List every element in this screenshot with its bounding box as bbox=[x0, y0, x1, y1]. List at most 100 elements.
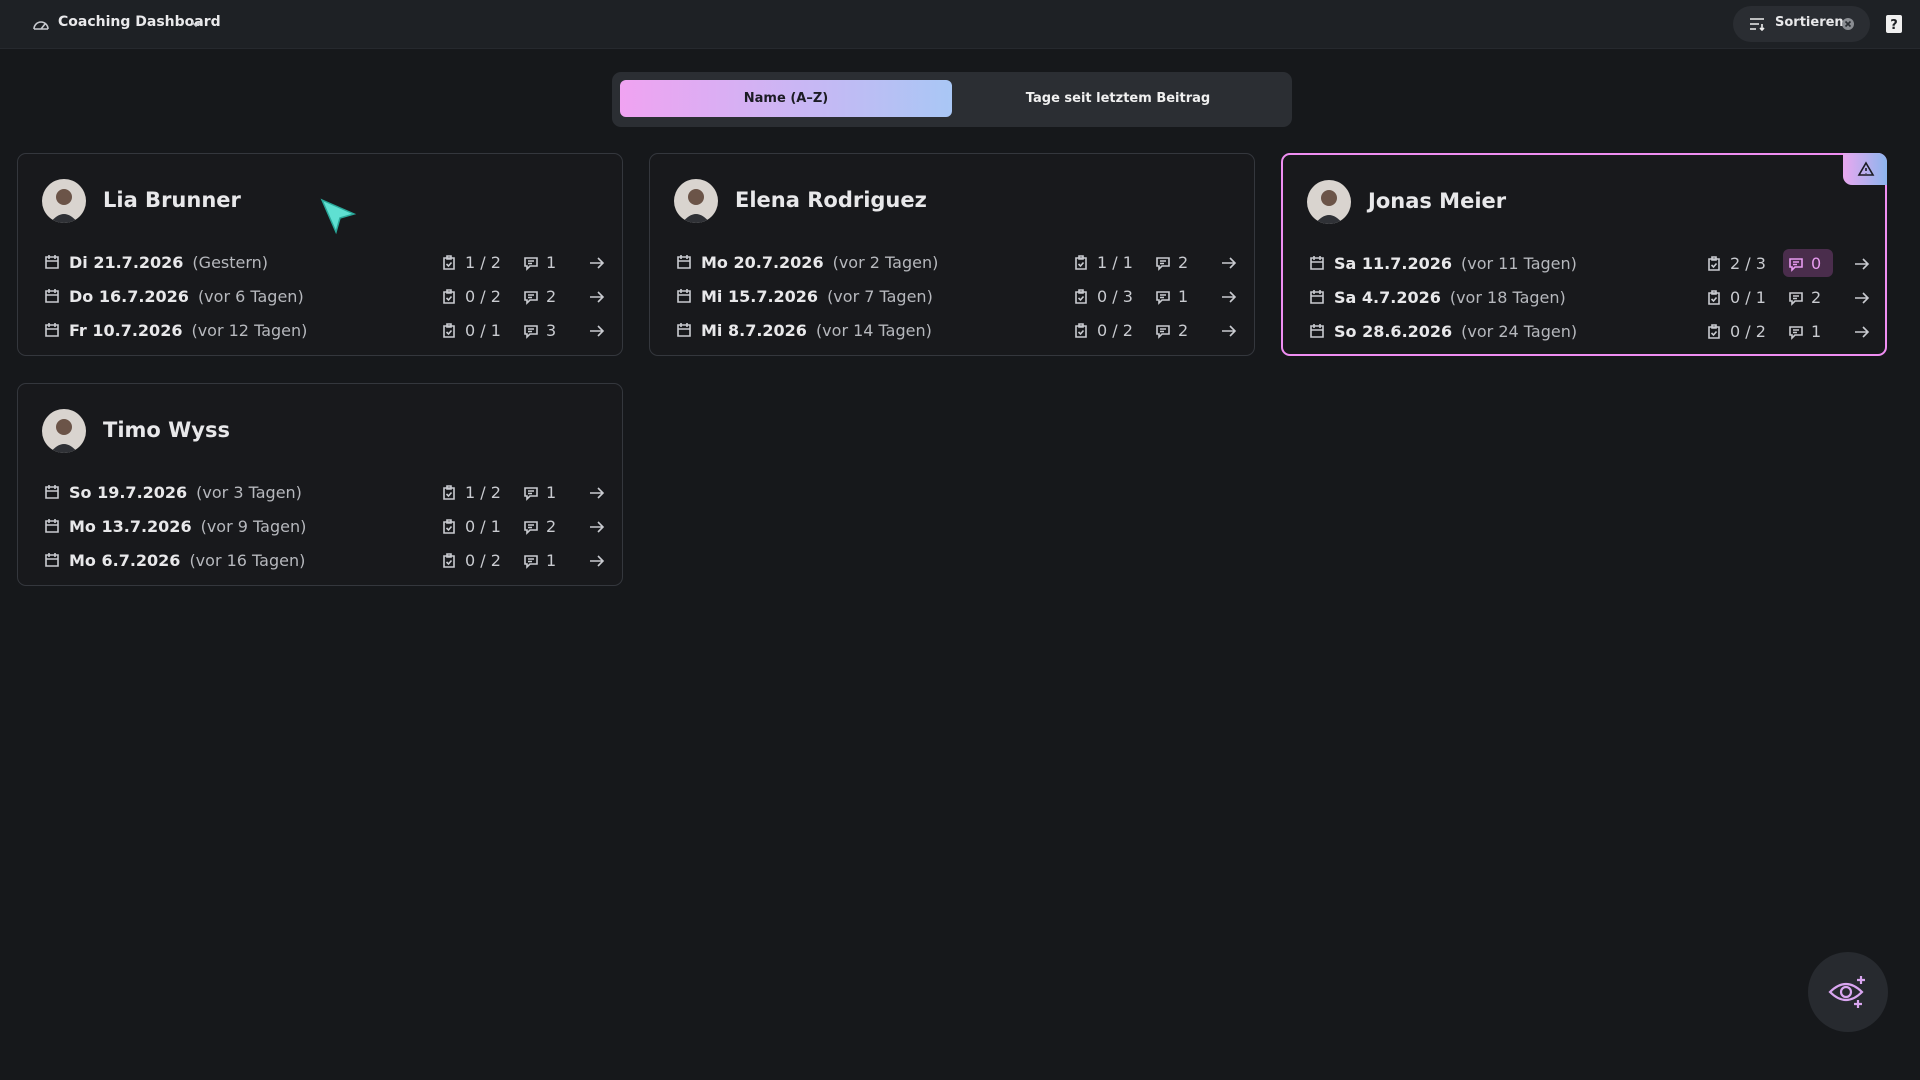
entry-relative: (vor 14 Tagen) bbox=[815, 321, 932, 340]
entry-row[interactable]: Mi 8.7.2026 (vor 14 Tagen) 0 / 2 2 bbox=[650, 319, 1254, 343]
entry-relative: (vor 11 Tagen) bbox=[1460, 254, 1577, 273]
comment-icon bbox=[524, 257, 538, 271]
calendar-icon bbox=[677, 323, 691, 337]
coach-name: Timo Wyss bbox=[103, 418, 230, 442]
warning-icon bbox=[1857, 161, 1875, 176]
tasks-icon bbox=[443, 485, 455, 500]
entry-row[interactable]: Sa 4.7.2026 (vor 18 Tagen) 0 / 1 2 bbox=[1283, 286, 1887, 310]
entry-comments: 0 bbox=[1811, 254, 1822, 273]
coach-name: Lia Brunner bbox=[103, 188, 241, 212]
entry-date: Fr 10.7.2026 bbox=[69, 321, 183, 340]
arrow-icon bbox=[1855, 292, 1870, 304]
coach-card[interactable]: Lia Brunner Di 21.7.2026 (Gestern) 1 / 2 1 Do… bbox=[17, 153, 623, 356]
entry-comments: 1 bbox=[546, 253, 557, 272]
floating-button[interactable] bbox=[1808, 952, 1888, 1032]
entry-relative: (vor 7 Tagen) bbox=[827, 287, 933, 306]
entry-row[interactable]: Mo 6.7.2026 (vor 16 Tagen) 0 / 2 1 bbox=[18, 549, 622, 573]
coach-card[interactable]: Elena Rodriguez Mo 20.7.2026 (vor 2 Tagen)… bbox=[649, 153, 1255, 356]
tasks-icon bbox=[1075, 255, 1087, 270]
arrow-icon bbox=[1855, 326, 1870, 338]
calendar-icon bbox=[1310, 256, 1324, 270]
entry-row[interactable]: Di 21.7.2026 (Gestern) 1 / 2 1 bbox=[18, 251, 622, 275]
entry-relative: (vor 9 Tagen) bbox=[200, 517, 307, 536]
entry-date: Mo 13.7.2026 bbox=[69, 517, 192, 536]
entry-tasks: 1 / 2 bbox=[465, 483, 501, 502]
comment-icon bbox=[524, 555, 538, 569]
entry-tasks: 0 / 1 bbox=[465, 517, 501, 536]
entry-comments: 2 bbox=[546, 287, 557, 306]
sort-label: Sortieren bbox=[1775, 15, 1844, 30]
entry-date: Sa 11.7.2026 bbox=[1334, 254, 1452, 273]
entry-relative: (vor 18 Tagen) bbox=[1449, 288, 1566, 307]
entry-row[interactable]: Sa 11.7.2026 (vor 11 Tagen) 2 / 3 0 bbox=[1283, 249, 1887, 277]
entry-row[interactable]: Mi 15.7.2026 (vor 7 Tagen) 0 / 3 1 bbox=[650, 285, 1254, 309]
comment-icon bbox=[524, 325, 538, 339]
entry-date: Mo 6.7.2026 bbox=[69, 551, 181, 570]
entry-tasks: 2 / 3 bbox=[1730, 254, 1766, 273]
entry-tasks: 0 / 3 bbox=[1097, 287, 1133, 306]
avatar-image bbox=[50, 189, 78, 223]
comment-icon bbox=[1789, 326, 1803, 340]
arrow-icon bbox=[1855, 258, 1870, 270]
coach-card[interactable]: Jonas Meier Sa 11.7.2026 (vor 11 Tagen) 2 /… bbox=[1281, 153, 1887, 356]
tasks-icon bbox=[443, 289, 455, 304]
arrow-icon bbox=[590, 257, 605, 269]
tasks-icon bbox=[443, 519, 455, 534]
entry-row[interactable]: So 28.6.2026 (vor 24 Tagen) 0 / 2 1 bbox=[1283, 320, 1887, 344]
entry-row[interactable]: Fr 10.7.2026 (vor 12 Tagen) 0 / 1 3 bbox=[18, 319, 622, 343]
entry-relative: (vor 24 Tagen) bbox=[1461, 322, 1578, 341]
tasks-icon bbox=[1708, 324, 1720, 339]
tasks-icon bbox=[1075, 289, 1087, 304]
chevron[interactable] bbox=[190, 18, 202, 30]
calendar-icon bbox=[45, 323, 59, 337]
entry-row[interactable]: Do 16.7.2026 (vor 6 Tagen) 0 / 2 2 bbox=[18, 285, 622, 309]
entry-date: Mi 15.7.2026 bbox=[701, 287, 819, 306]
entry-tasks: 1 / 1 bbox=[1097, 253, 1133, 272]
entry-row[interactable]: So 19.7.2026 (vor 3 Tagen) 1 / 2 1 bbox=[18, 481, 622, 505]
comment-icon bbox=[524, 521, 538, 535]
sort-tab[interactable]: Tage seit letztem Beitrag bbox=[1025, 91, 1211, 106]
entry-tasks: 0 / 2 bbox=[1730, 322, 1766, 341]
clear-icon[interactable] bbox=[1841, 17, 1855, 31]
calendar-icon bbox=[1310, 324, 1324, 338]
comment-icon bbox=[1789, 258, 1803, 272]
entry-comments: 2 bbox=[1178, 321, 1189, 340]
entry-comments: 3 bbox=[546, 321, 557, 340]
entry-date: Di 21.7.2026 bbox=[69, 253, 184, 272]
sort-button[interactable]: Sortieren bbox=[1733, 6, 1870, 42]
avatar-image bbox=[682, 189, 710, 223]
sort-tabs: Name (A–Z) Tage seit letztem Beitrag bbox=[612, 72, 1292, 127]
app-title[interactable]: Coaching Dashboard bbox=[58, 14, 221, 30]
entry-relative: (Gestern) bbox=[192, 253, 269, 272]
coach-card[interactable]: Timo Wyss So 19.7.2026 (vor 3 Tagen) 1 / 2 1… bbox=[17, 383, 623, 586]
tasks-icon bbox=[1708, 256, 1720, 271]
avatar bbox=[674, 179, 718, 223]
eye-icon bbox=[1828, 976, 1865, 1008]
entry-tasks: 0 / 1 bbox=[1730, 288, 1766, 307]
entry-date: Mo 20.7.2026 bbox=[701, 253, 824, 272]
entry-comments: 1 bbox=[1178, 287, 1189, 306]
arrow-icon bbox=[590, 291, 605, 303]
comment-highlight bbox=[1783, 249, 1833, 277]
entry-row[interactable]: Mo 13.7.2026 (vor 9 Tagen) 0 / 1 2 bbox=[18, 515, 622, 539]
entry-tasks: 0 / 1 bbox=[465, 321, 501, 340]
entry-tasks: 0 / 2 bbox=[1097, 321, 1133, 340]
calendar-icon bbox=[45, 289, 59, 303]
calendar-icon bbox=[677, 255, 691, 269]
entry-relative: (vor 3 Tagen) bbox=[196, 483, 302, 502]
calendar-icon bbox=[45, 485, 59, 499]
arrow-icon bbox=[1222, 325, 1237, 337]
sort-tab[interactable]: Name (A–Z) bbox=[620, 80, 952, 117]
calendar-icon bbox=[1310, 290, 1324, 304]
entry-row[interactable]: Mo 20.7.2026 (vor 2 Tagen) 1 / 1 2 bbox=[650, 251, 1254, 275]
cursor bbox=[320, 198, 357, 235]
svg-text:?: ? bbox=[1890, 18, 1898, 33]
coach-name: Jonas Meier bbox=[1368, 189, 1507, 213]
comment-icon bbox=[524, 487, 538, 501]
entry-comments: 2 bbox=[1811, 288, 1822, 307]
tasks-icon bbox=[443, 255, 455, 270]
avatar-image bbox=[50, 419, 78, 453]
help-icon[interactable]: ? bbox=[1886, 15, 1902, 33]
entry-relative: (vor 6 Tagen) bbox=[197, 287, 304, 306]
